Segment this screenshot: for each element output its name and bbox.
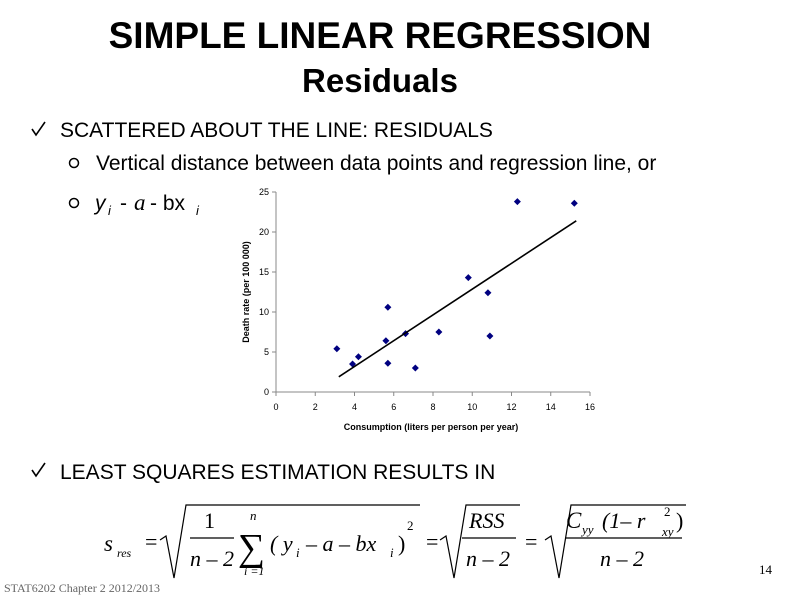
point <box>513 198 521 206</box>
sub-bullet-text: - bx <box>150 192 186 215</box>
formula-part: ∑ <box>238 527 265 569</box>
check-bullet <box>31 462 46 478</box>
formula-part: (1– r <box>602 508 646 533</box>
formula-part: i <box>296 545 300 560</box>
sub-bullet-text: - <box>120 192 127 215</box>
footer: STAT6202 Chapter 2 2012/2013 <box>4 581 160 595</box>
formula-part: i <box>390 545 394 560</box>
sub-bullet-marker <box>68 157 80 169</box>
point <box>382 337 390 345</box>
formula-part: n – 2 <box>466 546 510 571</box>
formula-part: res <box>117 546 132 560</box>
sqrt-sign <box>439 504 520 579</box>
point <box>333 345 341 353</box>
formula-part: ) <box>398 531 405 556</box>
formula-part: 2 <box>664 504 671 519</box>
x-tick-label: 8 <box>430 402 435 412</box>
sub-bullet-text: y <box>93 192 107 215</box>
sqrt-sign <box>544 504 686 579</box>
sub-bullet-text: i <box>108 203 112 218</box>
sub-bullet-text: a <box>134 190 146 215</box>
y-tick-label: 15 <box>259 267 269 277</box>
sub-bullet: Vertical distance between data points an… <box>96 152 656 175</box>
formula-part: 1 <box>204 508 215 533</box>
point <box>484 289 492 297</box>
formula-part: = <box>426 529 438 554</box>
y-tick-label: 5 <box>264 347 269 357</box>
formula-part: ( y <box>270 531 293 556</box>
sqrt-sign <box>159 504 420 579</box>
trendline <box>338 220 577 378</box>
point <box>411 364 419 372</box>
formula-part: n – 2 <box>600 546 644 571</box>
point <box>486 332 494 340</box>
x-tick-label: 6 <box>391 402 396 412</box>
point <box>354 353 362 361</box>
sub-bullet-marker <box>68 197 80 209</box>
y-tick-label: 10 <box>259 307 269 317</box>
y-tick-label: 20 <box>259 227 269 237</box>
formula-part: yy <box>580 522 594 537</box>
formula-part: 2 <box>407 518 414 533</box>
point <box>384 359 392 367</box>
formula-part: RSS <box>468 508 504 533</box>
y-tick-label: 25 <box>259 187 269 197</box>
point <box>570 199 578 207</box>
x-tick-label: 4 <box>352 402 357 412</box>
x-tick-label: 10 <box>467 402 477 412</box>
formula-part: = <box>525 529 537 554</box>
slide-title: SIMPLE LINEAR REGRESSION <box>109 15 652 56</box>
x-tick-label: 14 <box>546 402 556 412</box>
check-bullet <box>31 121 46 137</box>
formula-part: n <box>250 508 257 523</box>
bullet: SCATTERED ABOUT THE LINE: RESIDUALS <box>60 119 493 142</box>
chart: 0 5 10 15 20 25 0 2 4 6 8 10 12 14 16 Consumption (lite… <box>241 187 595 432</box>
formula-part: C <box>566 508 582 533</box>
formula-part: xy <box>661 524 674 539</box>
x-tick-label: 16 <box>585 402 595 412</box>
x-tick-label: 12 <box>506 402 516 412</box>
sub-bullet-text: i <box>196 203 200 218</box>
point <box>464 274 472 282</box>
point <box>384 303 392 311</box>
y-axis-label: Death rate (per 100 000) <box>241 241 251 343</box>
bullet: LEAST SQUARES ESTIMATION RESULTS IN <box>60 461 495 484</box>
formula-part: = <box>145 529 157 554</box>
point <box>435 328 443 336</box>
formula-part: ) <box>676 508 683 533</box>
x-tick-label: 0 <box>273 402 278 412</box>
formula-part: – a – bx <box>305 531 377 556</box>
formula-part: n – 2 <box>190 546 234 571</box>
x-tick-label: 2 <box>313 402 318 412</box>
x-axis-label: Consumption (liters per person per year) <box>344 422 519 432</box>
formula-part: s <box>104 531 113 556</box>
page-number: 14 <box>759 562 773 577</box>
y-tick-label: 0 <box>264 387 269 397</box>
slide-subtitle: Residuals <box>302 62 458 99</box>
formula-part: i =1 <box>244 564 264 578</box>
